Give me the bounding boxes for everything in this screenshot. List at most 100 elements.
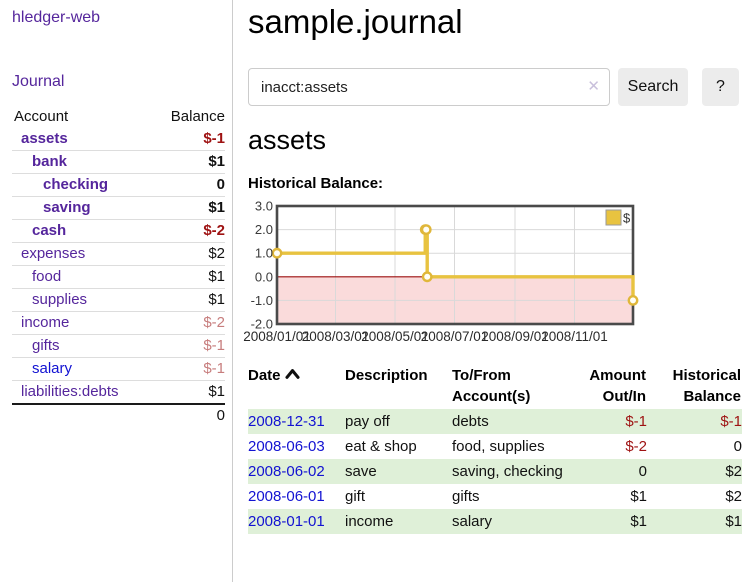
sidebar-item-journal[interactable]: Journal: [12, 73, 65, 90]
account-link[interactable]: liabilities:debts: [21, 383, 119, 400]
transaction-accounts: debts: [452, 413, 489, 430]
register-header-description: Description: [345, 367, 428, 384]
account-balance: $1: [153, 288, 225, 312]
account-row: food $1: [12, 265, 225, 289]
search-bar: ✕ Search ?: [248, 68, 742, 106]
y-axis-tick-label: 0.0: [255, 269, 273, 284]
transaction-amount: $-2: [625, 438, 647, 455]
transaction-balance: $2: [725, 463, 742, 480]
x-axis-tick-label: 2008/07/01: [421, 329, 489, 344]
account-link[interactable]: saving: [43, 199, 91, 216]
page-title: sample.journal: [248, 3, 463, 40]
register-row: 2008-12-31 pay off debts $-1 $-1: [248, 409, 742, 434]
transaction-balance: $1: [725, 513, 742, 530]
y-axis-tick-label: 1.0: [255, 246, 273, 261]
account-balance: $1: [153, 380, 225, 404]
account-row: saving $1: [12, 196, 225, 220]
register-header-row: Date Description To/From Account(s) Amou…: [248, 363, 742, 409]
transaction-description: pay off: [345, 413, 390, 430]
account-link[interactable]: bank: [32, 153, 68, 170]
transaction-balance: $2: [725, 488, 742, 505]
legend-swatch: [605, 209, 622, 226]
account-row: salary $-1: [12, 357, 225, 381]
register-table: Date Description To/From Account(s) Amou…: [248, 363, 742, 534]
transaction-amount: $1: [630, 488, 647, 505]
register-row: 2008-06-01 gift gifts $1 $2: [248, 484, 742, 509]
transaction-date-link[interactable]: 2008-06-02: [248, 463, 325, 480]
account-row: expenses $2: [12, 242, 225, 266]
accounts-total-spacer: [12, 403, 154, 427]
register-header-date[interactable]: Date: [248, 363, 345, 409]
transaction-balance: 0: [733, 438, 742, 455]
account-link[interactable]: gifts: [32, 337, 60, 354]
transaction-description: gift: [345, 488, 366, 505]
transaction-date-link[interactable]: 2008-01-01: [248, 513, 325, 530]
account-row: supplies $1: [12, 288, 225, 312]
x-axis-tick-label: 2008/05/01: [361, 329, 429, 344]
account-link[interactable]: expenses: [21, 245, 86, 262]
main-content: sample.journal ✕ Search ? assets Histori…: [243, 0, 742, 534]
account-row: assets $-1: [12, 128, 225, 151]
search-button[interactable]: Search: [618, 68, 688, 106]
y-axis-tick-label: -1.0: [251, 293, 273, 308]
account-balance: $1: [153, 196, 225, 220]
transaction-accounts: saving, checking: [452, 463, 563, 480]
account-link[interactable]: salary: [32, 360, 73, 377]
account-balance: $-2: [153, 311, 225, 335]
account-balance: $1: [153, 265, 225, 289]
brand-link[interactable]: hledger-web: [12, 9, 101, 26]
chart-border: [275, 204, 635, 326]
sidebar: hledger-web Journal Account Balance asse…: [0, 0, 233, 582]
register-header-amount: Amount Out/In: [589, 367, 646, 405]
transaction-description: income: [345, 513, 394, 530]
y-axis-tick-label: 2.0: [255, 222, 273, 237]
account-link[interactable]: cash: [32, 222, 67, 239]
account-row: gifts $-1: [12, 334, 225, 358]
account-link[interactable]: checking: [43, 176, 109, 193]
register-header-balance: Historical Balance: [672, 367, 741, 405]
transaction-accounts: gifts: [452, 488, 480, 505]
transaction-date-link[interactable]: 2008-12-31: [248, 413, 325, 430]
register-row: 2008-01-01 income salary $1 $1: [248, 509, 742, 534]
x-axis-tick-label: 2008/11/01: [541, 329, 608, 344]
accounts-total-row: 0: [12, 403, 225, 427]
account-link[interactable]: supplies: [32, 291, 88, 308]
register-row: 2008-06-02 save saving, checking 0 $2: [248, 459, 742, 484]
historical-balance-chart: $3.0 2.0 1.0 0.0 -1.0 -2.02008/01/012008/03/0…: [243, 199, 639, 344]
account-balance: $2: [153, 242, 225, 266]
transaction-accounts: salary: [452, 513, 493, 530]
transaction-date-link[interactable]: 2008-06-03: [248, 438, 325, 455]
account-row: bank $1: [12, 150, 225, 174]
account-heading: assets: [248, 125, 327, 155]
account-balance: $-1: [153, 357, 225, 381]
account-balance: $-1: [153, 334, 225, 358]
chart-title: Historical Balance:: [248, 175, 384, 192]
chart-data-point: [421, 271, 433, 283]
account-row: checking 0: [12, 173, 225, 197]
account-link[interactable]: assets: [21, 130, 68, 147]
account-balance: $1: [153, 150, 225, 174]
transaction-date-link[interactable]: 2008-06-01: [248, 488, 325, 505]
accounts-header-row: Account Balance: [12, 106, 225, 128]
accounts-table: Account Balance assets $-1 bank $1 checking 0…: [12, 106, 225, 427]
help-button[interactable]: ?: [702, 68, 739, 106]
transaction-balance: $-1: [720, 413, 742, 430]
search-input-wrap: ✕: [248, 68, 610, 106]
register-header-accounts: To/From Account(s): [452, 367, 531, 405]
x-axis-tick-label: 2008/09/01: [481, 329, 549, 344]
transaction-description: eat & shop: [345, 438, 417, 455]
account-link[interactable]: food: [32, 268, 62, 285]
accounts-total-value: 0: [153, 403, 225, 427]
accounts-header-balance: Balance: [170, 108, 225, 125]
y-axis-tick-label: 3.0: [255, 199, 273, 214]
account-row: cash $-2: [12, 219, 225, 243]
account-link[interactable]: income: [21, 314, 70, 331]
account-balance: $-1: [203, 130, 225, 147]
y-axis-tick-label: -2.0: [251, 317, 273, 332]
clear-search-icon[interactable]: ✕: [587, 78, 600, 95]
legend-label: $: [623, 211, 631, 226]
account-balance: 0: [153, 173, 225, 197]
search-input[interactable]: [248, 68, 610, 106]
transaction-description: save: [345, 463, 377, 480]
